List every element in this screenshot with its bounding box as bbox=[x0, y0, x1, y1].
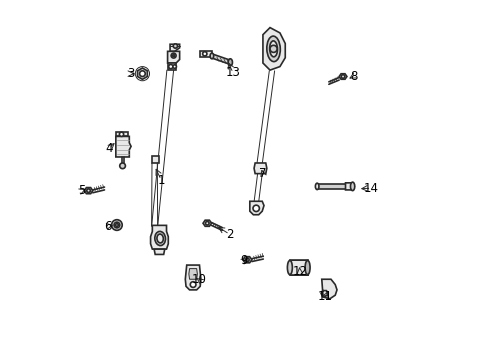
Polygon shape bbox=[242, 257, 251, 263]
Text: 3: 3 bbox=[126, 67, 134, 80]
Text: 6: 6 bbox=[104, 220, 112, 233]
Polygon shape bbox=[84, 188, 93, 194]
Polygon shape bbox=[154, 249, 164, 255]
Polygon shape bbox=[345, 183, 354, 190]
Polygon shape bbox=[339, 74, 346, 79]
Polygon shape bbox=[167, 51, 179, 63]
Circle shape bbox=[245, 258, 248, 261]
Text: 9: 9 bbox=[240, 254, 247, 267]
Polygon shape bbox=[137, 68, 147, 79]
Circle shape bbox=[114, 222, 120, 228]
Polygon shape bbox=[116, 132, 127, 136]
Text: 7: 7 bbox=[259, 167, 266, 180]
Ellipse shape bbox=[210, 53, 213, 59]
Circle shape bbox=[168, 64, 173, 69]
Text: 4: 4 bbox=[105, 141, 113, 154]
Polygon shape bbox=[321, 279, 336, 299]
Text: 2: 2 bbox=[225, 228, 233, 241]
Polygon shape bbox=[151, 156, 159, 163]
Text: 10: 10 bbox=[191, 274, 206, 287]
Ellipse shape bbox=[266, 36, 280, 62]
Circle shape bbox=[190, 282, 196, 287]
Polygon shape bbox=[150, 225, 168, 249]
Polygon shape bbox=[249, 201, 264, 215]
Circle shape bbox=[252, 205, 259, 212]
Text: 12: 12 bbox=[292, 265, 306, 278]
Ellipse shape bbox=[269, 41, 277, 57]
Circle shape bbox=[171, 53, 176, 58]
Text: 11: 11 bbox=[317, 290, 332, 303]
Polygon shape bbox=[185, 265, 201, 290]
Circle shape bbox=[139, 71, 145, 77]
Text: 14: 14 bbox=[363, 182, 378, 195]
Circle shape bbox=[86, 189, 90, 192]
Polygon shape bbox=[188, 269, 197, 279]
Polygon shape bbox=[116, 136, 131, 157]
Circle shape bbox=[115, 224, 118, 226]
Circle shape bbox=[341, 75, 344, 78]
Circle shape bbox=[205, 221, 209, 225]
Text: 8: 8 bbox=[349, 69, 357, 83]
Circle shape bbox=[269, 45, 277, 53]
Ellipse shape bbox=[315, 183, 318, 190]
Polygon shape bbox=[167, 63, 176, 70]
Circle shape bbox=[120, 163, 125, 168]
Circle shape bbox=[202, 52, 206, 56]
Ellipse shape bbox=[155, 231, 165, 246]
Circle shape bbox=[173, 44, 177, 48]
Circle shape bbox=[119, 132, 123, 136]
Polygon shape bbox=[263, 28, 285, 70]
Polygon shape bbox=[211, 54, 230, 64]
Ellipse shape bbox=[305, 260, 309, 275]
Circle shape bbox=[111, 220, 122, 230]
Polygon shape bbox=[200, 51, 211, 57]
Polygon shape bbox=[317, 184, 345, 189]
Text: 5: 5 bbox=[78, 184, 86, 197]
Polygon shape bbox=[254, 163, 266, 174]
Ellipse shape bbox=[350, 182, 354, 191]
Text: 13: 13 bbox=[225, 67, 240, 80]
Circle shape bbox=[172, 54, 174, 57]
Polygon shape bbox=[289, 260, 307, 275]
Polygon shape bbox=[170, 44, 179, 51]
Text: 1: 1 bbox=[157, 174, 164, 186]
Polygon shape bbox=[203, 220, 211, 226]
Circle shape bbox=[173, 65, 176, 68]
Ellipse shape bbox=[157, 234, 163, 243]
Ellipse shape bbox=[287, 260, 292, 275]
Ellipse shape bbox=[228, 59, 232, 66]
